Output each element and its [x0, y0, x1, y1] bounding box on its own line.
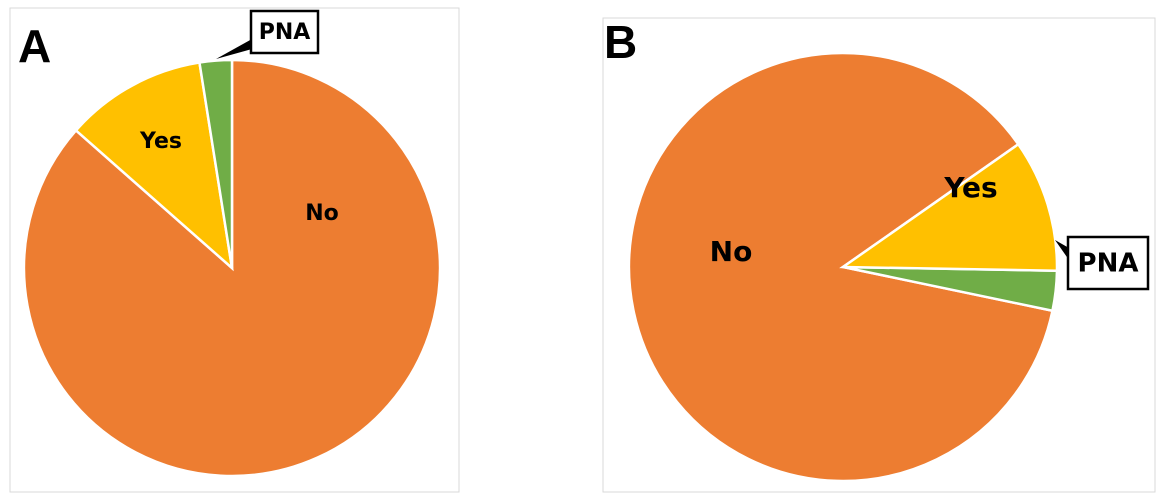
- pie-b-label-pna: PNA: [1078, 249, 1139, 279]
- pie-b-slice-no: [627, 51, 1054, 483]
- panel-b-label: B: [604, 16, 637, 68]
- pie-a-callout-pointer: [216, 39, 252, 59]
- pie-a-label-pna: PNA: [259, 20, 311, 45]
- panel-b: B No Yes PNA: [602, 16, 1156, 493]
- pie-b-label-yes: Yes: [943, 171, 997, 204]
- pie-a-slice-yes: [74, 61, 234, 272]
- pie-b-callout-box: [1066, 235, 1150, 291]
- pie-a-callout-box: [249, 9, 320, 55]
- pie-a-slice-pna: [198, 58, 234, 269]
- pie-b-callout-pointer: [1055, 240, 1069, 260]
- pie-a-label-no: No: [305, 201, 339, 226]
- pie-a-label-yes: Yes: [139, 129, 182, 154]
- pie-chart-b: No Yes PNA: [627, 51, 1150, 483]
- pie-chart-a: No Yes PNA: [22, 9, 442, 478]
- pie-b-slice-yes: [839, 142, 1059, 273]
- pie-b-label-no: No: [710, 235, 753, 268]
- panel-a-label: A: [18, 20, 51, 72]
- panel-a: A No Yes PNA: [9, 7, 460, 493]
